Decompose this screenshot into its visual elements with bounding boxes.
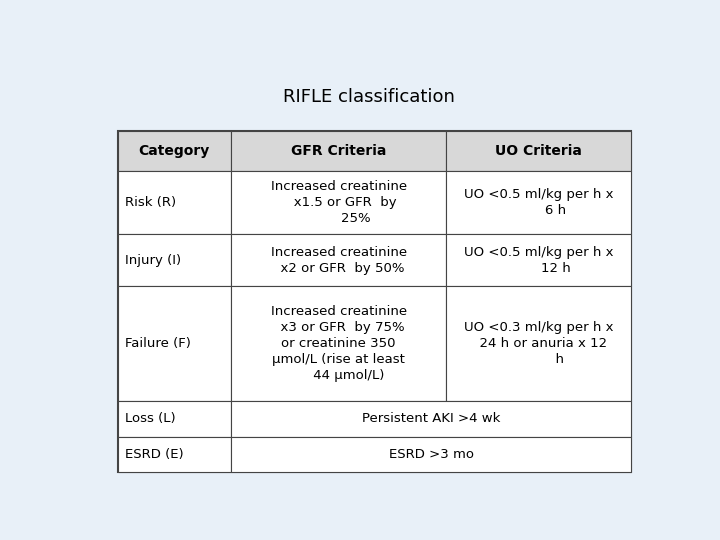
Bar [118,131,231,171]
Bar [231,401,631,437]
Text: UO Criteria: UO Criteria [495,144,582,158]
Bar [118,437,231,472]
Text: Increased creatinine
  x3 or GFR  by 75%
or creatinine 350
μmol/L (rise at least: Increased creatinine x3 or GFR by 75% or… [271,305,407,382]
Bar [118,131,631,472]
Text: RIFLE classification: RIFLE classification [283,87,455,106]
Text: Loss (L): Loss (L) [125,412,176,426]
Text: Persistent AKI >4 wk: Persistent AKI >4 wk [362,412,500,426]
Bar [446,286,631,401]
Text: Failure (F): Failure (F) [125,337,191,350]
Text: ESRD >3 mo: ESRD >3 mo [389,448,474,461]
Text: ESRD (E): ESRD (E) [125,448,184,461]
Bar [118,234,231,286]
Bar [231,131,446,171]
Bar [231,286,446,401]
Bar [446,234,631,286]
Text: Injury (I): Injury (I) [125,254,181,267]
Text: Category: Category [139,144,210,158]
Bar [231,234,446,286]
Bar [118,286,231,401]
Bar [446,131,631,171]
Text: Increased creatinine
   x1.5 or GFR  by
        25%: Increased creatinine x1.5 or GFR by 25% [271,180,407,225]
Bar [231,437,631,472]
Text: UO <0.3 ml/kg per h x
  24 h or anuria x 12
          h: UO <0.3 ml/kg per h x 24 h or anuria x 1… [464,321,613,366]
Bar [231,171,446,234]
Text: Increased creatinine
  x2 or GFR  by 50%: Increased creatinine x2 or GFR by 50% [271,246,407,275]
Text: UO <0.5 ml/kg per h x
        12 h: UO <0.5 ml/kg per h x 12 h [464,246,613,275]
Text: GFR Criteria: GFR Criteria [291,144,387,158]
Bar [446,171,631,234]
Text: Risk (R): Risk (R) [125,196,176,209]
Bar [118,401,231,437]
Text: UO <0.5 ml/kg per h x
        6 h: UO <0.5 ml/kg per h x 6 h [464,188,613,217]
Bar [118,171,231,234]
